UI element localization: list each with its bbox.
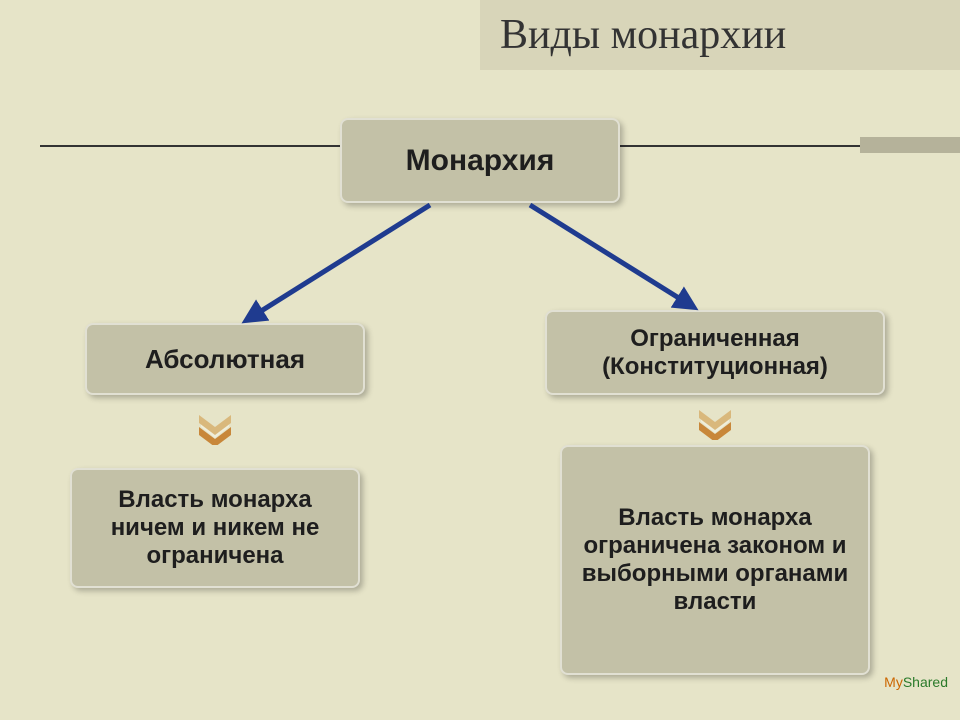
watermark-suffix: Shared — [903, 674, 948, 690]
arrow-left — [250, 205, 430, 318]
chevron-down-icon — [695, 410, 735, 440]
arrow-right — [530, 205, 690, 305]
watermark: MyShared — [884, 674, 948, 690]
arrows-layer — [0, 0, 960, 720]
chevron-down-icon — [195, 415, 235, 445]
watermark-prefix: My — [884, 674, 903, 690]
